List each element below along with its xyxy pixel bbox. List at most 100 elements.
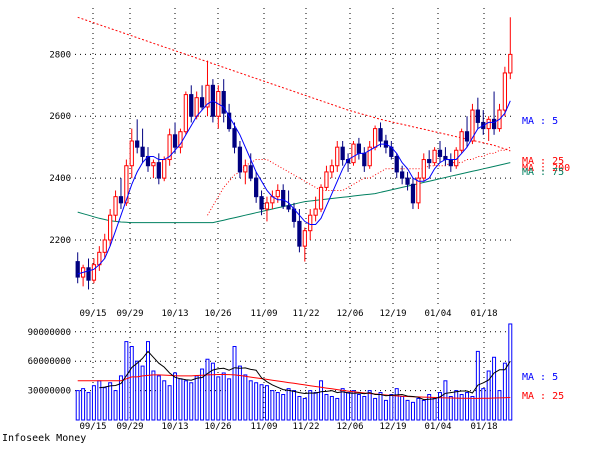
- candle-body: [183, 94, 188, 133]
- price-ytick-label: 2600: [49, 112, 71, 122]
- candle-body: [432, 149, 437, 164]
- volume-bar: [292, 390, 296, 421]
- volume-bar: [454, 390, 459, 421]
- volume-bar: [329, 395, 334, 421]
- candle-body: [243, 165, 248, 173]
- candle-body: [102, 239, 107, 253]
- candle-body: [221, 91, 226, 114]
- candle-body: [313, 208, 318, 216]
- volume-xtick-label: 01/04: [424, 422, 451, 432]
- volume-ytick-label: 30000000: [28, 387, 71, 397]
- price-ytick-label: 2400: [49, 174, 71, 184]
- volume-bar: [275, 392, 280, 421]
- volume-xtick-label: 09/29: [116, 422, 143, 432]
- price-xtick-label: 01/04: [424, 309, 451, 319]
- volume-bar: [351, 390, 356, 421]
- price-ma-label: MA : 5: [522, 116, 558, 127]
- candle-body: [427, 159, 432, 164]
- volume-bar: [113, 390, 118, 421]
- volume-xtick-label: 12/19: [379, 422, 406, 432]
- volume-bar: [243, 374, 248, 421]
- volume-bar: [264, 385, 269, 421]
- volume-bar: [448, 395, 453, 421]
- candle-body: [286, 205, 291, 210]
- price-xtick-label: 11/22: [292, 309, 319, 319]
- candle-body: [367, 146, 372, 167]
- volume-ytick-label: 60000000: [28, 357, 71, 367]
- price-xtick-label: 01/18: [470, 309, 497, 319]
- candle-body: [259, 196, 264, 210]
- volume-bar: [91, 385, 96, 421]
- price-xtick-label: 09/15: [79, 309, 106, 319]
- volume-bar: [205, 358, 210, 421]
- price-ma-label: MA : 75: [522, 167, 564, 178]
- candle-body: [508, 53, 513, 74]
- volume-ma-label: MA : 5: [522, 372, 558, 383]
- volume-bar: [108, 382, 113, 421]
- price-xtick-label: 12/19: [379, 309, 406, 319]
- volume-bar: [102, 387, 107, 421]
- candle-body: [226, 112, 232, 130]
- volume-bar: [232, 346, 237, 421]
- volume-bar: [443, 380, 448, 421]
- volume-bar: [281, 394, 286, 421]
- volume-xtick-label: 09/15: [79, 422, 106, 432]
- candle-body: [416, 177, 421, 204]
- volume-ma5-line: [99, 350, 511, 401]
- candle-body: [124, 165, 129, 204]
- candle-body: [502, 72, 508, 111]
- volume-bar: [427, 394, 432, 421]
- candle-body: [162, 159, 167, 179]
- candle-body: [91, 264, 97, 281]
- volume-ma-label: MA : 25: [522, 391, 564, 402]
- volume-bar: [416, 397, 421, 421]
- volume-bar: [340, 388, 345, 421]
- candle-body: [189, 94, 194, 117]
- volume-bar: [237, 365, 242, 421]
- price-xtick-label: 10/13: [161, 309, 188, 319]
- candle-body: [362, 152, 367, 167]
- footer-credit: Infoseek Money: [2, 433, 87, 444]
- volume-bar: [167, 385, 172, 421]
- price-ma-label: MA : 25: [522, 156, 564, 167]
- ma200-line: [77, 16, 511, 152]
- price-xtick-label: 11/09: [250, 309, 277, 319]
- candle-body: [275, 189, 280, 198]
- volume-bar: [508, 323, 513, 421]
- volume-bar: [124, 341, 129, 421]
- volume-bar: [313, 392, 318, 421]
- candle-body: [448, 159, 453, 167]
- volume-bar: [135, 360, 140, 421]
- candle-body: [118, 196, 124, 204]
- volume-bar: [259, 384, 264, 421]
- candle-body: [308, 214, 313, 232]
- candle-body: [318, 186, 324, 210]
- volume-bar: [502, 362, 507, 421]
- candle-body: [464, 131, 470, 142]
- volume-bar: [254, 382, 259, 421]
- candle-body: [335, 146, 340, 167]
- candle-body: [324, 171, 329, 188]
- volume-bar: [356, 394, 361, 421]
- volume-xtick-label: 10/26: [204, 422, 231, 432]
- candle-body: [329, 165, 334, 173]
- volume-bar: [367, 390, 372, 421]
- volume-bar: [183, 380, 188, 421]
- volume-panel: 30000000 60000000 90000000 MA : 5 MA : 25 09/…: [28, 322, 564, 432]
- volume-bar: [200, 368, 205, 421]
- candle-body: [113, 196, 118, 216]
- volume-bar: [394, 388, 399, 421]
- volume-bar: [162, 380, 167, 421]
- volume-bar: [86, 392, 91, 421]
- candle-body: [486, 118, 491, 130]
- volume-bar: [189, 382, 194, 421]
- candle-body: [281, 189, 286, 207]
- volume-bar: [405, 399, 410, 421]
- volume-bar: [129, 346, 134, 421]
- candle-body: [75, 261, 80, 278]
- candle-body: [199, 97, 205, 108]
- candle-body: [470, 109, 475, 142]
- volume-bar: [432, 397, 437, 421]
- volume-bar: [194, 375, 199, 421]
- volume-bar: [335, 397, 340, 421]
